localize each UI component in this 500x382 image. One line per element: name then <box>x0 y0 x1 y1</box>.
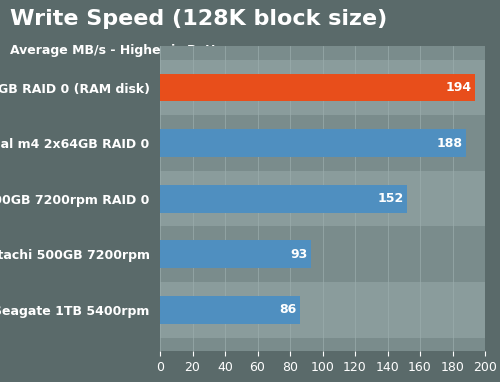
Bar <box>160 296 300 324</box>
Bar <box>160 282 485 338</box>
Text: 188: 188 <box>436 137 462 150</box>
Bar <box>160 115 485 171</box>
Bar <box>160 171 485 227</box>
Text: 152: 152 <box>378 192 404 205</box>
Text: 86: 86 <box>279 303 296 316</box>
Text: 93: 93 <box>290 248 308 261</box>
Bar <box>160 240 311 268</box>
Text: 194: 194 <box>446 81 472 94</box>
Text: Average MB/s - Higher is Better: Average MB/s - Higher is Better <box>10 44 232 57</box>
Bar <box>160 74 475 101</box>
Bar <box>160 185 407 212</box>
Bar <box>160 129 466 157</box>
Bar <box>160 60 485 115</box>
Bar <box>160 227 485 282</box>
Text: Write Speed (128K block size): Write Speed (128K block size) <box>10 9 387 29</box>
